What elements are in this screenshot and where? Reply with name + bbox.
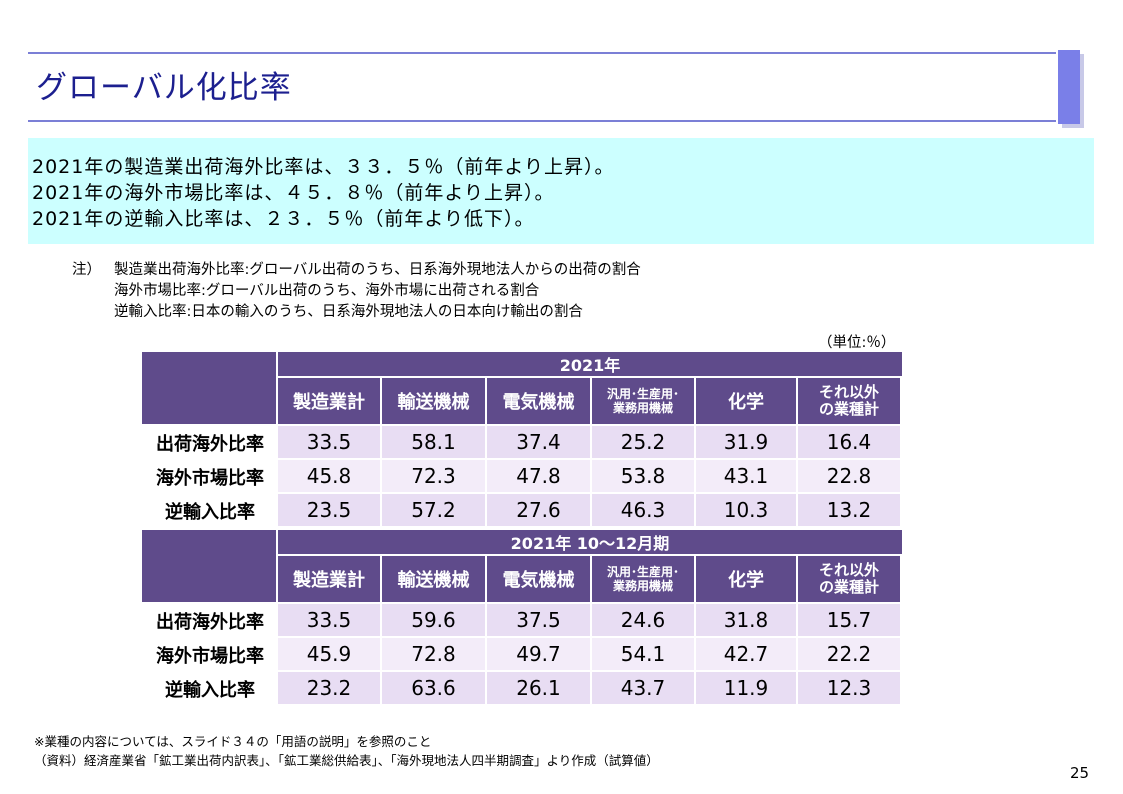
column-header: 化学 [696,378,798,426]
table-cell: 43.7 [592,672,696,706]
summary-line: 2021年の海外市場比率は、４５．８％（前年より上昇）。 [32,182,555,204]
note-line: 製造業出荷海外比率:グローバル出荷のうち、日系海外現地法人からの出荷の割合 [114,262,641,278]
table-cell: 46.3 [592,494,696,528]
table-cell: 33.5 [278,604,382,638]
table-cell: 31.8 [696,604,798,638]
table-cell: 47.8 [487,460,592,494]
column-header: 電気機械 [487,556,592,604]
column-header: 輸送機械 [382,556,487,604]
title-rule-top [28,52,1056,54]
column-header: 電気機械 [487,378,592,426]
footnote-source: （資料）経済産業省「鉱工業出荷内訳表」、「鉱工業総供給表」、「海外現地法人四半期… [34,753,659,768]
table-cell: 45.8 [278,460,382,494]
table-cell: 72.3 [382,460,487,494]
table-period-header: 2021年 10～12月期 [278,530,902,554]
table-cell: 16.4 [798,426,902,460]
table-cell: 15.7 [798,604,902,638]
note-line: 逆輸入比率:日本の輸入のうち、日系海外現地法人の日本向け輸出の割合 [114,304,583,320]
table-cell: 53.8 [592,460,696,494]
table-cell: 24.6 [592,604,696,638]
footnote-terms: ※業種の内容については、スライド３４の「用語の説明」を参照のこと [34,734,432,749]
row-label: 海外市場比率 [142,638,278,672]
title-accent-block [1058,50,1080,124]
table-cell: 63.6 [382,672,487,706]
table-period-header: 2021年 [278,352,902,376]
table-cell: 12.3 [798,672,902,706]
column-header: 汎用･生産用･ 業務用機械 [592,556,696,604]
page-number: 25 [1070,764,1090,782]
table-cell: 25.2 [592,426,696,460]
table-cell: 57.2 [382,494,487,528]
table-cell: 27.6 [487,494,592,528]
table-cell: 22.2 [798,638,902,672]
column-header: 化学 [696,556,798,604]
title-bar: グローバル化比率 [28,50,1084,128]
table-cell: 72.8 [382,638,487,672]
column-header: 汎用･生産用･ 業務用機械 [592,378,696,426]
table-cell: 59.6 [382,604,487,638]
title-rule-bottom [28,120,1056,122]
table-corner [142,352,278,426]
row-label: 海外市場比率 [142,460,278,494]
page-title: グローバル化比率 [36,70,292,106]
table-cell: 13.2 [798,494,902,528]
table-cell: 54.1 [592,638,696,672]
summary-line: 2021年の製造業出荷海外比率は、３３．５％（前年より上昇）。 [32,156,615,178]
column-header: それ以外 の業種計 [798,556,902,604]
table-cell: 37.5 [487,604,592,638]
table-cell: 10.3 [696,494,798,528]
table-cell: 33.5 [278,426,382,460]
unit-label: （単位:％） [818,335,896,351]
table-cell: 49.7 [487,638,592,672]
summary-box: 2021年の製造業出荷海外比率は、３３．５％（前年より上昇）。 2021年の海外… [28,138,1094,244]
row-label: 逆輸入比率 [142,672,278,706]
column-header: 輸送機械 [382,378,487,426]
table-cell: 26.1 [487,672,592,706]
table-cell: 58.1 [382,426,487,460]
note-line: 海外市場比率:グローバル出荷のうち、海外市場に出荷される割合 [114,283,540,299]
column-header: それ以外 の業種計 [798,378,902,426]
table-corner [142,530,278,604]
notes-prefix: 注） [72,262,101,278]
table-cell: 23.5 [278,494,382,528]
summary-line: 2021年の逆輸入比率は、２３．５％（前年より低下）。 [32,208,535,230]
row-label: 出荷海外比率 [142,604,278,638]
column-header: 製造業計 [278,556,382,604]
table-cell: 43.1 [696,460,798,494]
table-cell: 22.8 [798,460,902,494]
table-cell: 23.2 [278,672,382,706]
table-cell: 42.7 [696,638,798,672]
table-cell: 31.9 [696,426,798,460]
row-label: 逆輸入比率 [142,494,278,528]
table-cell: 45.9 [278,638,382,672]
table-cell: 11.9 [696,672,798,706]
row-label: 出荷海外比率 [142,426,278,460]
column-header: 製造業計 [278,378,382,426]
table-cell: 37.4 [487,426,592,460]
